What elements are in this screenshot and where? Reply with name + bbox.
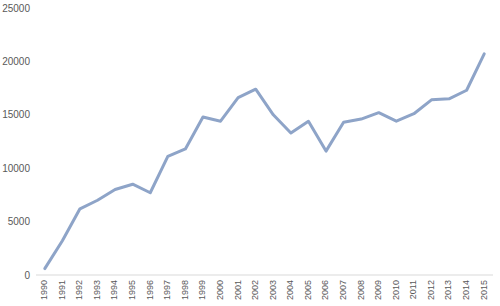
x-tick-label: 1990 (39, 280, 49, 300)
x-tick-label: 2001 (233, 280, 243, 300)
x-tick-label: 2012 (426, 280, 436, 300)
y-tick-label: 25000 (2, 3, 30, 14)
x-tick-label: 1999 (197, 280, 207, 300)
x-tick-label: 2014 (461, 280, 471, 300)
data-line (45, 54, 484, 269)
x-tick-label: 1997 (162, 280, 172, 300)
x-tick-label: 2011 (408, 280, 418, 299)
x-axis-line (36, 275, 493, 276)
x-tick-label: 2010 (391, 280, 401, 300)
x-tick-label: 2013 (443, 280, 453, 300)
x-tick-label: 1995 (127, 280, 137, 300)
x-tick-label: 2003 (268, 280, 278, 300)
x-tick-label: 1993 (92, 280, 102, 300)
x-tick-label: 1994 (109, 280, 119, 300)
y-tick-label: 20000 (2, 56, 30, 67)
y-tick-label: 0 (24, 270, 30, 281)
x-tick-label: 2004 (285, 280, 295, 300)
plot-area (45, 54, 484, 269)
x-tick-label: 2006 (320, 280, 330, 300)
x-tick-label: 2002 (250, 280, 260, 300)
y-tick-label: 10000 (2, 163, 30, 174)
x-tick-label: 2007 (338, 280, 348, 300)
x-tick-label: 2008 (356, 280, 366, 300)
x-tick-label: 2005 (303, 280, 313, 300)
x-tick-label: 2009 (373, 280, 383, 300)
chart-container: 0 5000 10000 15000 20000 25000 1990 1991 1992 199… (0, 0, 500, 306)
x-tick-label: 2000 (215, 280, 225, 300)
x-tick-label: 1998 (180, 280, 190, 300)
x-tick-label: 2015 (479, 280, 489, 300)
x-tick-label: 1992 (74, 280, 84, 300)
y-tick-label: 5000 (8, 216, 31, 227)
x-tick-label: 1996 (145, 280, 155, 300)
y-tick-label: 15000 (2, 109, 30, 120)
x-tick-label: 1991 (57, 280, 67, 300)
chart-svg: 0 5000 10000 15000 20000 25000 1990 1991 1992 199… (0, 0, 500, 306)
